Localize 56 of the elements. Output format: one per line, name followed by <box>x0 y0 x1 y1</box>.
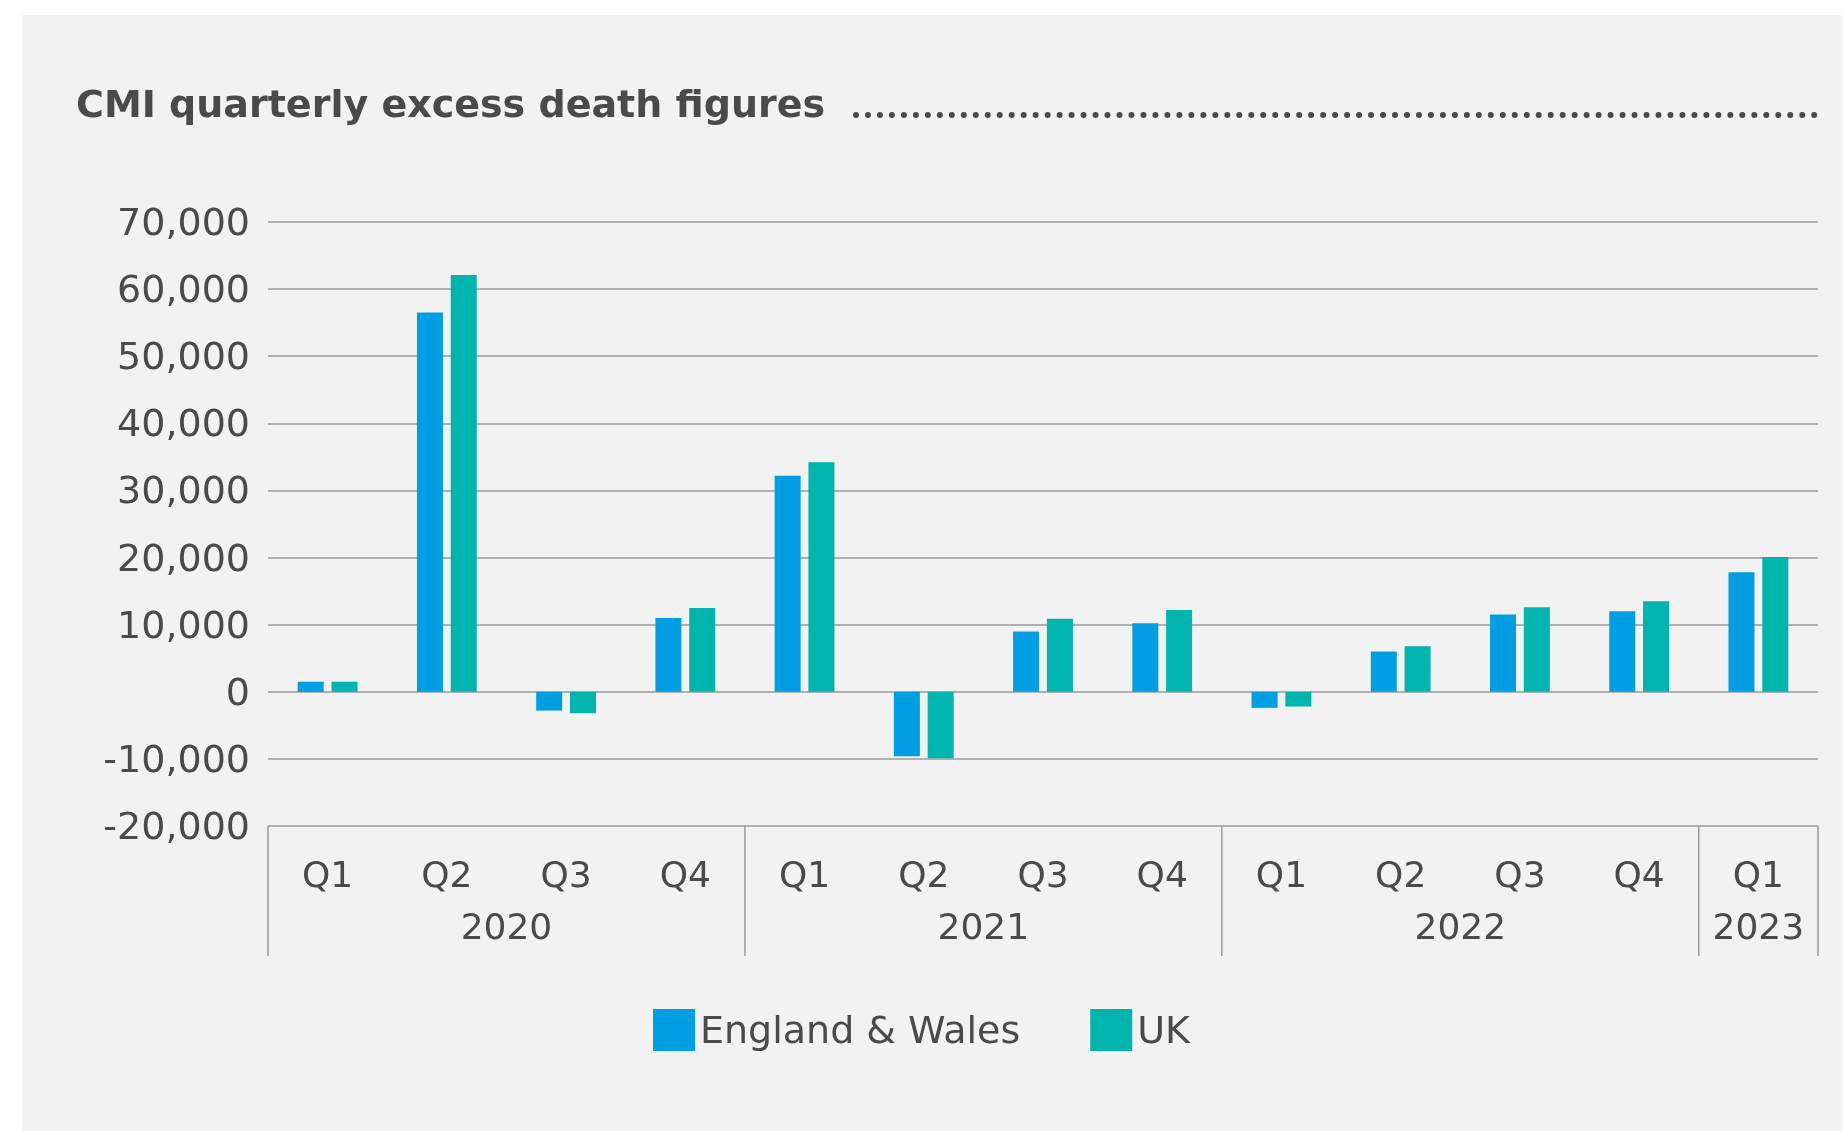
bar <box>774 475 801 692</box>
bar <box>893 691 920 757</box>
y-tick-label: 10,000 <box>117 602 250 647</box>
bar <box>536 691 563 711</box>
text: 2023 <box>1712 905 1805 947</box>
bar <box>297 681 324 692</box>
bar <box>1490 614 1517 692</box>
x-tick-label: Q1 <box>1255 853 1308 895</box>
y-tick-label: -20,000 <box>103 804 250 848</box>
bar <box>1251 691 1278 708</box>
bar <box>1523 607 1550 692</box>
bar <box>450 275 477 692</box>
bar <box>416 312 443 692</box>
x-tick-label: Q2 <box>421 853 473 895</box>
y-tick-label: -10,000 <box>103 736 250 781</box>
x-tick-label: Q4 <box>1136 853 1188 895</box>
text: 2021 <box>937 905 1030 947</box>
legend-label: England & Wales <box>700 1008 1021 1052</box>
bar <box>1643 601 1670 692</box>
x-tick-label: Q3 <box>1494 853 1546 895</box>
bar <box>689 607 716 692</box>
text: 2022 <box>1414 905 1507 947</box>
x-tick-label: Q1 <box>1732 853 1785 895</box>
y-tick-label: 50,000 <box>117 334 250 379</box>
bar <box>569 691 596 714</box>
x-tick-label: Q4 <box>659 853 711 895</box>
bar <box>1046 618 1073 692</box>
x-tick-label: Q3 <box>1017 853 1069 895</box>
bar <box>1285 691 1312 707</box>
bar <box>808 462 835 692</box>
bar <box>1609 611 1636 692</box>
bar <box>1166 609 1193 692</box>
chart-title: CMI quarterly excess death figures <box>76 82 826 126</box>
text: 2020 <box>460 905 553 947</box>
bar <box>1132 623 1159 692</box>
y-tick-label: 40,000 <box>117 401 250 446</box>
y-tick-label: 30,000 <box>117 468 250 513</box>
x-tick-label: Q1 <box>778 853 831 895</box>
y-tick-label: 0 <box>225 669 250 714</box>
x-tick-label: Q2 <box>1375 853 1427 895</box>
bar <box>1728 572 1755 692</box>
bar <box>1404 646 1431 692</box>
y-tick-label: 60,000 <box>117 267 250 312</box>
bar <box>331 681 358 692</box>
y-tick-label: 20,000 <box>117 535 250 580</box>
bar <box>1762 556 1789 692</box>
y-tick-label: 70,000 <box>117 200 250 244</box>
bar <box>1370 651 1397 692</box>
x-tick-label: Q2 <box>898 853 950 895</box>
x-tick-label: Q4 <box>1613 853 1665 895</box>
bar <box>1013 631 1040 692</box>
legend-label: UK <box>1137 1008 1192 1052</box>
x-tick-label: Q1 <box>301 853 354 895</box>
bar <box>655 617 682 692</box>
x-tick-label: Q3 <box>540 853 592 895</box>
bar <box>927 691 954 759</box>
